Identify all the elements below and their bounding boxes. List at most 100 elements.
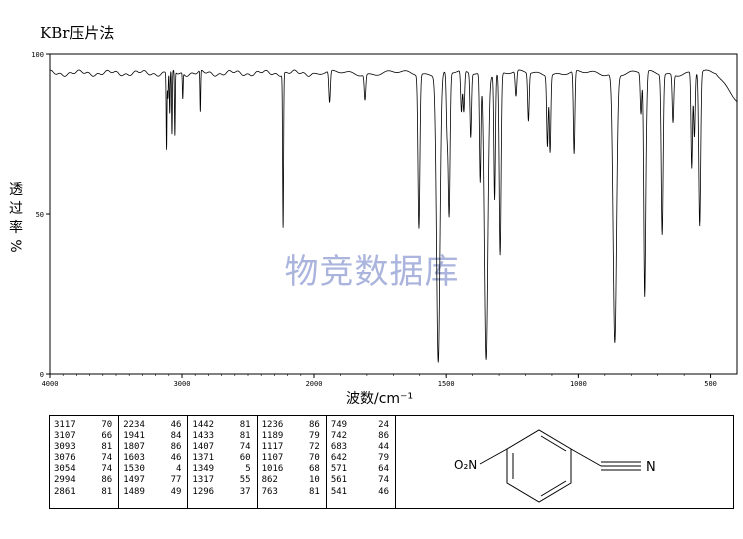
peak-table-row: 742 86 (327, 431, 395, 442)
peak-transmittance: 86 (378, 431, 390, 442)
peak-table-row: 1117 72 (258, 442, 326, 453)
peak-table-row: 1236 86 (258, 420, 326, 431)
peak-transmittance: 72 (308, 442, 320, 453)
nitro-group-label: O₂N (454, 458, 477, 472)
chart-title: KBr压片法 (40, 24, 115, 42)
y-tick-label: 50 (36, 211, 44, 219)
peak-table-row: 862 10 (258, 475, 326, 486)
y-label-char: 透 (9, 182, 23, 198)
x-tick-label: 3000 (174, 380, 191, 388)
peak-transmittance: 77 (170, 475, 182, 486)
peak-table-row: 3054 74 (50, 464, 118, 475)
peak-transmittance: 81 (101, 486, 113, 497)
peak-transmittance: 84 (170, 431, 182, 442)
peak-table-row: 3117 70 (50, 420, 118, 431)
peak-table-column: 1236 86 1189 79 1117 72 1107 70 1016 68 862 10 763 81 (258, 416, 327, 508)
peak-table-row: 3093 81 (50, 442, 118, 453)
watermark: 物竞数据库 (285, 252, 460, 292)
peak-wavenumber: 2994 (54, 475, 76, 486)
peak-transmittance: 49 (170, 486, 182, 497)
y-label-char: 过 (9, 201, 23, 217)
peak-table-row: 1107 70 (258, 453, 326, 464)
peak-table-row: 1603 46 (119, 453, 187, 464)
peak-table-row: 1016 68 (258, 464, 326, 475)
peak-table-row: 1296 37 (188, 487, 256, 498)
peak-table-row: 1530 4 (119, 464, 187, 475)
peak-wavenumber: 1349 (192, 464, 215, 475)
peak-transmittance: 86 (101, 475, 113, 486)
peak-wavenumber: 3107 (54, 431, 76, 442)
peak-transmittance: 46 (170, 420, 182, 430)
peak-wavenumber: 571 (330, 464, 348, 475)
peak-transmittance: 86 (308, 420, 320, 430)
ring-double-bond (540, 435, 567, 452)
peak-wavenumber: 1489 (123, 486, 145, 497)
peak-table-row: 561 74 (327, 475, 395, 486)
x-tick-label: 2000 (306, 380, 323, 388)
peak-transmittance: 37 (239, 486, 251, 497)
peak-wavenumber: 1530 (123, 464, 145, 475)
peak-wavenumber: 1407 (192, 442, 215, 453)
nitrile-n-label: N (646, 460, 656, 475)
peak-table-row: 2861 81 (50, 487, 118, 498)
peak-wavenumber: 2234 (123, 420, 145, 430)
peak-table-row: 1433 81 (188, 431, 256, 442)
peak-transmittance: 5 (245, 464, 251, 475)
peak-transmittance: 74 (101, 464, 113, 475)
peak-wavenumber: 742 (330, 431, 348, 442)
peak-wavenumber: 3117 (54, 420, 76, 430)
y-tick-label: 0 (40, 371, 44, 379)
peak-table-column: 2234 46 1941 84 1807 86 1603 46 1530 4 1497 77 1489 4… (119, 416, 189, 508)
peak-wavenumber: 1433 (192, 431, 215, 442)
peak-wavenumber: 2861 (54, 486, 76, 497)
peak-transmittance: 81 (101, 442, 113, 453)
x-axis-label: 波数/cm⁻¹ (346, 391, 413, 407)
peak-transmittance: 46 (170, 453, 182, 464)
peak-table-row: 683 44 (327, 442, 395, 453)
spectrum-line (49, 69, 738, 363)
peak-transmittance: 46 (378, 486, 390, 497)
peak-table-row: 1189 79 (258, 431, 326, 442)
peak-table-row: 1442 81 (188, 420, 256, 431)
axis-layer (49, 53, 738, 375)
peak-wavenumber: 763 (261, 486, 278, 497)
peak-table-row: 1489 49 (119, 487, 187, 498)
peak-table-row: 1407 74 (188, 442, 256, 453)
peak-transmittance: 44 (378, 442, 390, 453)
peak-transmittance: 81 (308, 486, 320, 497)
peak-table-row: 2234 46 (119, 420, 187, 431)
peak-transmittance: 86 (170, 442, 182, 453)
x-tick-label: 1000 (570, 380, 587, 388)
peak-transmittance: 24 (378, 420, 390, 430)
peak-wavenumber: 1117 (261, 442, 284, 453)
y-label-char: 率 (9, 219, 23, 236)
peak-wavenumber: 642 (330, 453, 348, 464)
peak-wavenumber: 1442 (192, 420, 215, 430)
peak-wavenumber: 561 (330, 475, 348, 486)
peak-table-row: 3076 74 (50, 453, 118, 464)
peak-table: 3117 70 3107 66 3093 81 3076 74 3054 74 2994 86 2861… (49, 415, 396, 509)
x-tick-label: 4000 (42, 380, 59, 388)
peak-wavenumber: 1107 (261, 453, 284, 464)
peak-wavenumber: 3054 (54, 464, 76, 475)
peak-wavenumber: 1941 (123, 431, 145, 442)
peak-wavenumber: 749 (330, 420, 348, 430)
bond-cyano (570, 448, 602, 467)
peak-transmittance: 74 (378, 475, 390, 486)
peak-transmittance: 81 (239, 420, 251, 430)
ring-double-bond (540, 480, 567, 497)
peak-wavenumber: 1317 (192, 475, 215, 486)
peak-table-row: 1807 86 (119, 442, 187, 453)
peak-transmittance: 4 (175, 464, 182, 475)
y-axis-label: 透过率% (7, 182, 23, 253)
peak-wavenumber: 862 (261, 475, 278, 486)
peak-transmittance: 70 (101, 420, 113, 430)
plot-frame (49, 53, 738, 375)
peak-transmittance: 60 (239, 453, 251, 464)
x-tick-label: 500 (704, 380, 717, 388)
peak-transmittance: 74 (239, 442, 251, 453)
peak-transmittance: 66 (101, 431, 113, 442)
peak-wavenumber: 1807 (123, 442, 145, 453)
peak-table-row: 3107 66 (50, 431, 118, 442)
